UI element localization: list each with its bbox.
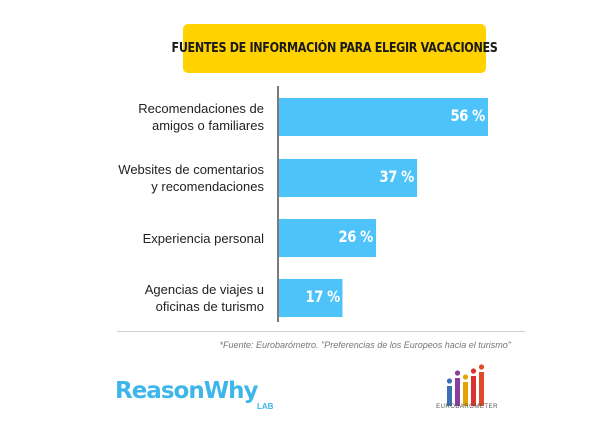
eurobarometer-logo-icon [446, 364, 485, 406]
category-label-line: Agencias de viajes u [144, 282, 264, 297]
category-label-line: oficinas de turismo [155, 299, 264, 314]
category-label-line: y recomendaciones [151, 179, 264, 194]
bar-3 [279, 279, 343, 317]
category-label: Websites de comentarios y recomendaciones [104, 161, 264, 195]
bar-value-label: 56 % [450, 106, 486, 125]
bar-chart [277, 86, 488, 322]
category-label: Agencias de viajes u oficinas de turismo [104, 281, 264, 315]
category-label-line: Websites de comentarios [118, 162, 264, 177]
source-note: *Fuente: Eurobarómetro. "Preferencias de… [219, 340, 511, 350]
bar-2 [279, 219, 377, 257]
chart-title-box: FUENTES DE INFORMACIÓN PARA ELEGIR VACAC… [172, 24, 498, 73]
category-label: Recomendaciones de amigos o familiares [104, 100, 264, 134]
eurobarometer-text: EUROBAROMETER [436, 404, 498, 410]
category-label-line: Recomendaciones de [138, 101, 264, 116]
bar-value-label: 37 % [379, 167, 415, 186]
reasonwhy-lab-label: LAB [257, 402, 274, 411]
category-label-line: amigos o familiares [152, 118, 264, 133]
category-label: Experiencia personal [104, 230, 264, 247]
bar-value-label: 17 % [305, 287, 340, 306]
divider-line [117, 331, 525, 332]
reasonwhy-logo: ReasonWhy [115, 378, 258, 404]
bar-1 [279, 159, 418, 197]
bar-0 [279, 98, 488, 136]
chart-title: FUENTES DE INFORMACIÓN PARA ELEGIR VACAC… [171, 41, 498, 56]
bar-value-label: 26 % [338, 227, 374, 246]
category-label-line: Experiencia personal [142, 230, 264, 246]
